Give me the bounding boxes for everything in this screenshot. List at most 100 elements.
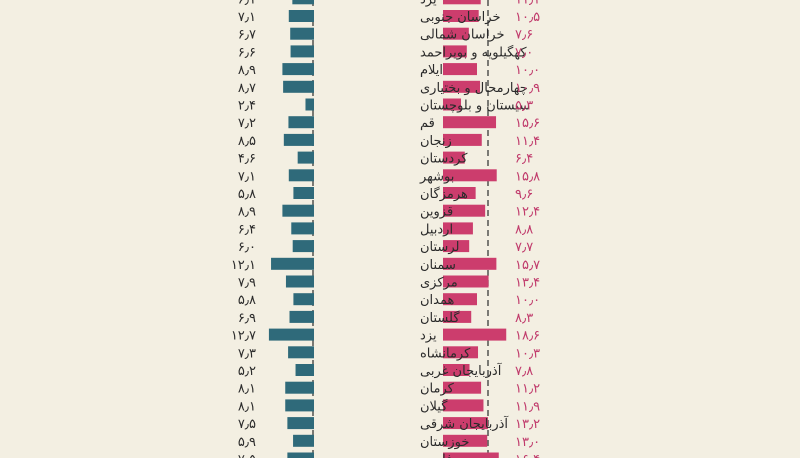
left-value-label: ۸٫۵ — [238, 134, 256, 149]
left-value-label: ۵٫۸ — [238, 293, 256, 308]
left-value-label: ۸٫۱ — [238, 382, 256, 397]
left-value-label: ۸٫۹ — [238, 205, 256, 220]
right-value-label: ۱۰٫۳ — [515, 346, 540, 361]
right-value-label: ۱۲٫۴ — [515, 205, 540, 220]
left-bar — [288, 116, 314, 129]
right-bar — [443, 45, 467, 58]
province-label: کردستان — [420, 152, 468, 167]
province-label: مرکزی — [420, 276, 458, 291]
left-bar — [282, 204, 314, 217]
left-value-label: ۷٫۳ — [238, 346, 256, 361]
right-value-label: ۷٫۸ — [515, 364, 533, 379]
right-bar — [443, 10, 479, 22]
left-value-label: ۷٫۲ — [238, 116, 256, 131]
right-value-label: ۱۰٫۹ — [515, 81, 540, 96]
right-bar — [443, 399, 484, 412]
left-bar — [293, 187, 314, 199]
left-bar — [285, 381, 314, 394]
left-bar — [288, 346, 314, 359]
right-value-label: ۱۶٫۴ — [515, 453, 540, 458]
left-bar — [288, 169, 314, 182]
right-value-label: ۸٫۳ — [515, 311, 533, 326]
province-label: فارس — [420, 453, 452, 458]
right-value-label: ۷٫۰ — [515, 45, 533, 60]
left-bar — [283, 133, 314, 146]
left-bar — [292, 240, 314, 253]
province-label: یزد — [420, 0, 437, 7]
right-bar — [443, 417, 488, 430]
right-value-label: ۱۰٫۰ — [515, 63, 540, 78]
left-bar — [293, 293, 314, 306]
province-label: آذربایجان غربی — [420, 362, 503, 379]
province-label: همدان — [420, 293, 454, 308]
right-bar — [443, 169, 497, 182]
right-bar — [443, 80, 481, 93]
province-label: یزد — [420, 329, 437, 344]
right-value-label: ۱۱٫۴ — [515, 134, 540, 149]
right-bar — [443, 63, 477, 76]
right-bar — [443, 204, 486, 217]
left-value-label: ۶٫۷ — [238, 28, 256, 43]
province-label: خوزستان — [420, 435, 469, 450]
left-bar — [290, 27, 314, 40]
right-bar — [443, 98, 462, 111]
right-value-label: ۱۸٫۶ — [515, 329, 540, 344]
left-bar — [282, 63, 314, 76]
right-value-label: ۱۵٫۷ — [515, 258, 540, 273]
left-bar — [287, 417, 314, 430]
province-label: زنجان — [420, 134, 452, 149]
right-value-label: ۱۱٫۱ — [515, 0, 540, 7]
province-label: کهگیلویه و بویراحمد — [420, 44, 527, 60]
left-bar — [268, 328, 314, 341]
left-value-label: ۶٫۹ — [238, 311, 256, 326]
left-value-label: ۸٫۷ — [238, 81, 256, 96]
left-value-label: ۱۲٫۷ — [231, 329, 256, 344]
left-value-label: ۷٫۵ — [238, 453, 256, 458]
right-bar — [443, 293, 477, 306]
left-bar — [295, 364, 314, 376]
province-label: گیلان — [420, 398, 448, 414]
province-label: قزوین — [420, 205, 453, 220]
left-value-label: ۸٫۱ — [238, 399, 256, 414]
province-label: ایلام — [420, 63, 443, 78]
right-value-label: ۶٫۴ — [515, 152, 533, 167]
province-label: اردبیل — [420, 222, 453, 237]
left-value-label: ۷٫۱ — [238, 169, 256, 184]
province-label: چهارمحال و بختیاری — [420, 81, 528, 96]
left-bar — [290, 45, 314, 58]
left-value-label: ۵٫۲ — [238, 364, 256, 379]
province-label: کرمان — [420, 382, 455, 397]
right-bar — [443, 0, 481, 5]
left-value-label: ۸٫۹ — [238, 63, 256, 78]
left-value-label: ۷٫۵ — [238, 417, 256, 432]
left-bar — [305, 98, 314, 111]
chart-rows: یزد ۶٫۱ ۱۱٫۱ خراسان جنوبی ۷٫۱ ۱۰٫۵ خراسان شمال… — [231, 0, 540, 458]
right-bar — [443, 310, 472, 323]
right-bar — [443, 257, 497, 270]
left-value-label: ۶٫۴ — [238, 222, 256, 237]
right-value-label: ۵٫۳ — [515, 99, 533, 114]
left-value-label: ۵٫۸ — [238, 187, 256, 202]
left-value-label: ۱۲٫۱ — [231, 258, 256, 273]
right-value-label: ۱۳٫۰ — [515, 435, 540, 450]
left-bar — [289, 310, 314, 323]
right-value-label: ۹٫۶ — [515, 187, 533, 202]
left-bar — [288, 10, 314, 22]
right-bar — [443, 240, 470, 253]
left-value-label: ۶٫۱ — [238, 0, 256, 7]
left-value-label: ۶٫۶ — [238, 45, 256, 60]
right-bar — [443, 275, 489, 288]
right-bar — [443, 222, 473, 235]
right-bar — [443, 133, 482, 146]
province-label: هرمزگان — [420, 186, 468, 202]
right-value-label: ۱۳٫۲ — [515, 417, 540, 432]
left-value-label: ۵٫۹ — [238, 435, 256, 450]
right-bar — [443, 187, 476, 199]
left-bar — [283, 80, 314, 93]
province-label: سمنان — [420, 258, 456, 273]
right-value-label: ۱۱٫۹ — [515, 399, 540, 414]
left-bar — [285, 275, 314, 288]
right-value-label: ۷٫۷ — [515, 240, 533, 255]
